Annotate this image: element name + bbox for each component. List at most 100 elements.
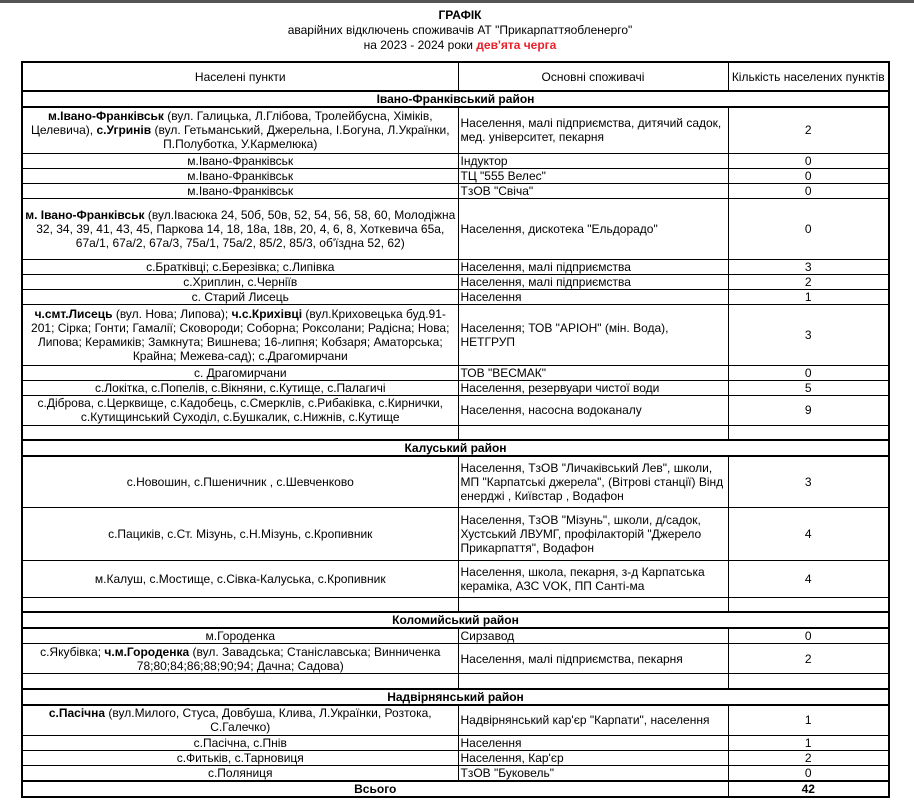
consumers-cell: Населення, малі підприємства, пекарня [457, 643, 729, 674]
places-cell: м. Івано-Франківськ (вул.Івасюка 24, 50б… [21, 197, 459, 260]
empty-row [21, 596, 890, 613]
places-cell: м.Городенка [21, 627, 459, 644]
empty-cell [457, 596, 729, 613]
places-cell: с. Драгомирчани [21, 364, 459, 381]
district-row: Надвірнянський район [21, 687, 890, 706]
table-row: м.Івано-Франківськ ТзОВ "Свіча" 0 [21, 182, 890, 199]
places-cell: с.Хриплин, с.Черніїв [21, 273, 459, 290]
empty-row [21, 424, 890, 441]
district-row: Коломийський район [21, 611, 890, 629]
table-row: м.Городенка Сирзавод 0 [21, 627, 890, 644]
place-text: (вул. Галицька, Л.Глібова, Тролейбусна, … [30, 109, 433, 138]
places-cell: с.Якубівка; ч.м.Городенка (вул. Завадськ… [21, 643, 459, 674]
count-cell: 2 [727, 643, 890, 674]
places-cell: с.Братківці; с.Березівка; с.Липівка [21, 258, 459, 275]
consumers-cell: Індуктор [457, 152, 729, 169]
table-row: м.Івано-Франківськ ТЦ "555 Велес" 0 [21, 167, 890, 184]
place-text: с.Поляниця [207, 766, 273, 780]
count-cell: 0 [727, 197, 890, 260]
place-text: с.Діброва, с.Церквище, с.Кадобець, с.Сме… [37, 396, 444, 424]
empty-cell [727, 424, 890, 441]
consumers-cell: Населення, малі підприємства [457, 258, 729, 275]
document-title: ГРАФІК [438, 8, 482, 22]
window-top-edge [0, 0, 914, 3]
place-text: м.Івано-Франківськ [187, 168, 294, 183]
places-cell: с.Новошин, с.Пшеничник , с.Шевченково [21, 455, 459, 508]
count-cell: 5 [727, 379, 890, 396]
place-text: (вул. Нова; Липова); [112, 306, 232, 321]
place-name-bold: ч.м.Городенка [104, 644, 190, 659]
place-text: м.Городенка [205, 629, 276, 643]
places-cell: с.Пасічна (вул.Милого, Стуса, Довбуша, К… [21, 704, 459, 736]
table-row: с.Новошин, с.Пшеничник , с.Шевченково Нас… [21, 455, 890, 508]
place-name-bold: с.Угринів [96, 123, 152, 138]
column-header-consumers: Основні споживачі [457, 61, 729, 92]
count-cell: 0 [727, 765, 890, 782]
places-cell: м.Івано-Франківськ (вул. Галицька, Л.Глі… [21, 106, 459, 154]
place-text: с.Новошин, с.Пшеничник , с.Шевченково [126, 474, 354, 489]
table-row: с.Хриплин, с.Черніїв Населення, малі підп… [21, 273, 890, 290]
count-cell: 2 [727, 273, 890, 290]
place-text: м.Калуш, с.Мостище, с.Сівка-Калуська, с.… [94, 571, 386, 586]
places-cell: с.Пасічна, с.Пнів [21, 735, 459, 751]
empty-cell [21, 673, 459, 689]
district-row: Калуський район [21, 439, 890, 457]
table-row: с.Якубівка; ч.м.Городенка (вул. Завадськ… [21, 643, 890, 674]
place-name-bold: м. Івано-Франківськ [25, 207, 145, 222]
empty-cell [727, 673, 890, 689]
consumers-cell: Населення, Кар'єр [457, 750, 729, 766]
table-row: м. Івано-Франківськ (вул.Івасюка 24, 50б… [21, 197, 890, 260]
consumers-cell: Сирзавод [457, 627, 729, 644]
places-cell: м.Калуш, с.Мостище, с.Сівка-Калуська, с.… [21, 559, 459, 598]
table-row: с. Драгомирчани ТОВ "ВЕСМАК" 0 [21, 364, 890, 381]
district-row: Івано-Франківський район [21, 90, 890, 108]
table-row: ч.смт.Лисець (вул. Нова; Липова); ч.с.Кр… [21, 303, 890, 366]
empty-cell [457, 424, 729, 441]
consumers-cell: Населення, ТзОВ "Мізунь", школи, д/садок… [457, 506, 729, 561]
column-header-count: Кількість населених пунктів [727, 61, 890, 92]
count-cell: 0 [727, 364, 890, 381]
places-cell: м.Івано-Франківськ [21, 152, 459, 169]
consumers-cell: Населення, ТзОВ "Личаківський Лев", школ… [457, 455, 729, 508]
count-cell: 3 [727, 455, 890, 508]
consumers-cell: Населення, дискотека "Ельдорадо" [457, 197, 729, 260]
place-text: с.Фитьків, с.Тарновиця [176, 751, 304, 765]
district-name: Надвірнянський район [21, 687, 890, 706]
table-row: м.Івано-Франківськ Індуктор 0 [21, 152, 890, 169]
document-subtitle: аварійних відключень споживачів АТ "Прик… [287, 23, 633, 37]
place-text: с. Драгомирчани [193, 365, 287, 380]
place-text: (вул.Криховецька буд.91-201; Сірка; Гонт… [31, 306, 450, 363]
place-text: м.Івано-Франківськ [187, 153, 294, 168]
place-text: с.Пациків, с.Ст. Мізунь, с.Н.Мізунь, с.К… [108, 526, 373, 541]
empty-cell [21, 596, 459, 613]
place-text: с.Якубівка; [40, 644, 105, 659]
total-row: Всього 42 [21, 780, 890, 798]
table-row: с.Локітка, с.Попелів, с.Вікняни, с.Кутищ… [21, 379, 890, 396]
table-row: с.Пасічна (вул.Милого, Стуса, Довбуша, К… [21, 704, 890, 736]
place-text: (вул.Милого, Стуса, Довбуша, Клива, Л.Ук… [105, 706, 432, 735]
count-cell: 0 [727, 182, 890, 199]
consumers-cell: ТЦ "555 Велес" [457, 167, 729, 184]
table-row: м.Івано-Франківськ (вул. Галицька, Л.Глі… [21, 106, 890, 154]
count-cell: 1 [727, 704, 890, 736]
consumers-cell: Населення, малі підприємства [457, 273, 729, 290]
places-cell: с.Фитьків, с.Тарновиця [21, 750, 459, 766]
consumers-cell: ТОВ "ВЕСМАК" [457, 364, 729, 381]
count-cell: 4 [727, 559, 890, 598]
document-period: на 2023 - 2024 роки дев'ята черга [0, 38, 914, 53]
consumers-cell: Населення, резервуари чистої води [457, 379, 729, 396]
table-row: с.Пасічна, с.Пнів Населення 1 [21, 735, 890, 751]
place-text: с.Локітка, с.Попелів, с.Вікняни, с.Кутищ… [94, 380, 386, 395]
count-cell: 1 [727, 735, 890, 751]
count-cell: 0 [727, 627, 890, 644]
consumers-cell: Населення [457, 288, 729, 305]
table-row: м.Калуш, с.Мостище, с.Сівка-Калуська, с.… [21, 559, 890, 598]
place-name-bold: м.Івано-Франківськ [47, 109, 164, 124]
empty-row [21, 673, 890, 689]
places-cell: м.Івано-Франківськ [21, 182, 459, 199]
place-text: (вул. Завадська; Станіславська; Винничен… [136, 644, 441, 673]
period-text: на 2023 - 2024 роки [363, 38, 477, 52]
count-cell: 2 [727, 750, 890, 766]
empty-cell [727, 596, 890, 613]
table-row: с.Поляниця ТзОВ "Буковель" 0 [21, 765, 890, 782]
